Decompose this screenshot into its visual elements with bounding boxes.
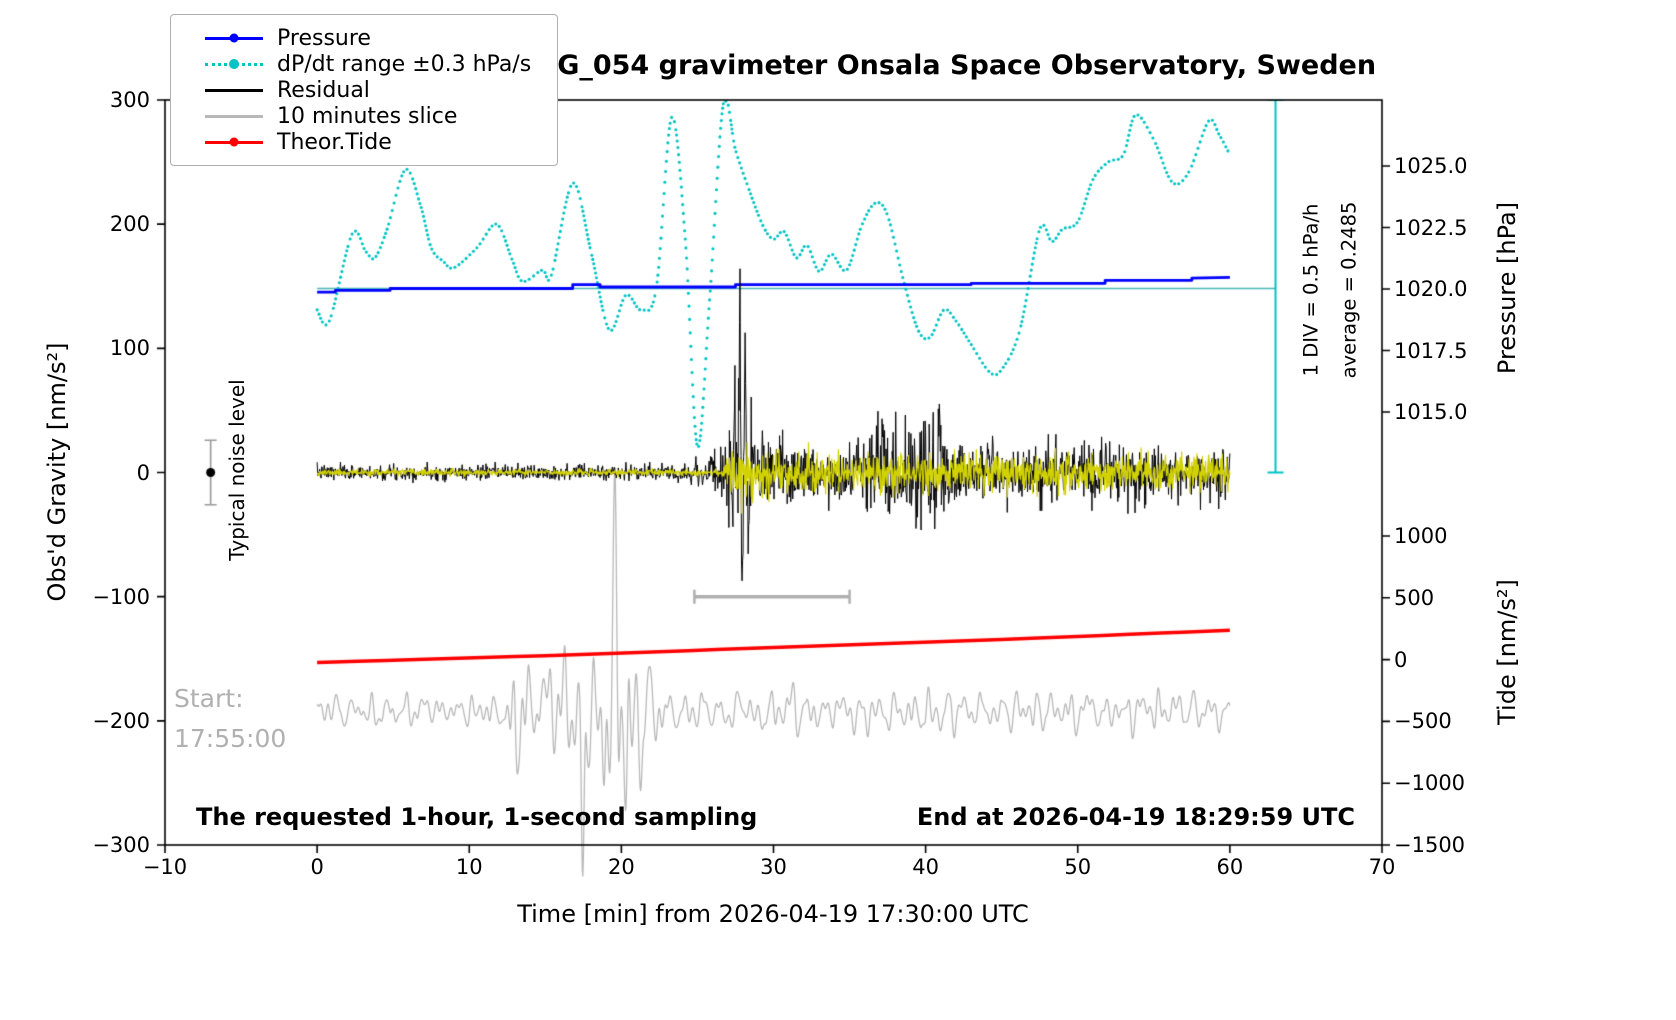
x-tick-label: 0 xyxy=(310,855,324,879)
y-tick-label-tide: −1000 xyxy=(1394,771,1466,796)
y-axis-label-pressure: Pressure [hPa] xyxy=(1493,201,1521,375)
y-tick-label-gravity: −300 xyxy=(92,833,150,857)
legend-item-slice: 10 minutes slice xyxy=(205,103,557,129)
legend-label: Residual xyxy=(277,77,370,103)
average-annotation: average = 0.2485 xyxy=(1337,201,1361,379)
legend-item-pressure: Pressure xyxy=(205,25,557,51)
x-axis-label: Time [min] from 2026-04-19 17:30:00 UTC xyxy=(517,900,1029,928)
y-tick-label-tide: −500 xyxy=(1394,709,1452,734)
slice-line-icon xyxy=(205,114,263,118)
legend-box: Pressure dP/dt range ±0.3 hPa/s Residual… xyxy=(170,14,558,166)
y-tick-label-pressure: 1020.0 xyxy=(1394,277,1468,301)
noise-level-annotation: Typical noise level xyxy=(225,379,249,561)
sampling-note: The requested 1-hour, 1-second sampling xyxy=(196,803,758,831)
y-tick-label-gravity: 300 xyxy=(109,88,150,112)
residual-line-icon xyxy=(205,88,263,92)
y-tick-label-gravity: 100 xyxy=(109,336,150,361)
legend-label: Pressure xyxy=(277,25,371,51)
y-tick-label-tide: 0 xyxy=(1394,647,1408,672)
x-tick-label: 20 xyxy=(608,855,635,879)
y-tick-label-tide: 1000 xyxy=(1394,524,1448,548)
legend-label: Theor.Tide xyxy=(277,129,392,155)
x-tick-label: 70 xyxy=(1368,855,1396,879)
y-tick-label-pressure: 1015.0 xyxy=(1394,400,1468,424)
legend-item-dpdt: dP/dt range ±0.3 hPa/s xyxy=(205,51,557,77)
y-tick-label-gravity: 200 xyxy=(109,212,150,237)
legend-label: 10 minutes slice xyxy=(277,103,458,129)
x-tick-label: 10 xyxy=(455,855,483,879)
end-time-note: End at 2026-04-19 18:29:59 UTC xyxy=(916,803,1355,831)
x-tick-label: 30 xyxy=(760,855,787,879)
legend-label: dP/dt range ±0.3 hPa/s xyxy=(277,51,532,77)
x-tick-label: 40 xyxy=(912,855,939,879)
pressure-line-icon xyxy=(205,33,263,43)
y-tick-label-pressure: 1017.5 xyxy=(1394,338,1468,363)
legend-item-tide: Theor.Tide xyxy=(205,129,557,155)
y-axis-label-tide: Tide [nm/s²] xyxy=(1493,579,1521,725)
start-time: 17:55:00 xyxy=(174,724,287,753)
x-tick-label: 50 xyxy=(1064,855,1092,879)
y-tick-label-pressure: 1025.0 xyxy=(1394,154,1468,178)
y-tick-label-gravity: 0 xyxy=(136,460,150,485)
x-tick-label: 60 xyxy=(1216,855,1244,879)
y-tick-label-tide: 500 xyxy=(1394,585,1435,610)
chart-title: SCG_054 gravimeter Onsala Space Observat… xyxy=(517,50,1377,81)
div-scale-annotation: 1 DIV = 0.5 hPa/h xyxy=(1299,203,1323,377)
y-axis-label-gravity: Obs'd Gravity [nm/s²] xyxy=(43,342,71,602)
start-label: Start: xyxy=(174,684,244,713)
y-tick-label-gravity: −100 xyxy=(92,584,150,609)
dpdt-dotted-line-icon xyxy=(205,59,263,69)
y-tick-label-tide: −1500 xyxy=(1394,833,1466,857)
y-tick-label-gravity: −200 xyxy=(92,708,150,733)
tide-line-icon xyxy=(205,137,263,147)
y-tick-label-pressure: 1022.5 xyxy=(1394,215,1468,240)
legend-item-residual: Residual xyxy=(205,77,557,103)
x-tick-label: −10 xyxy=(142,855,188,879)
